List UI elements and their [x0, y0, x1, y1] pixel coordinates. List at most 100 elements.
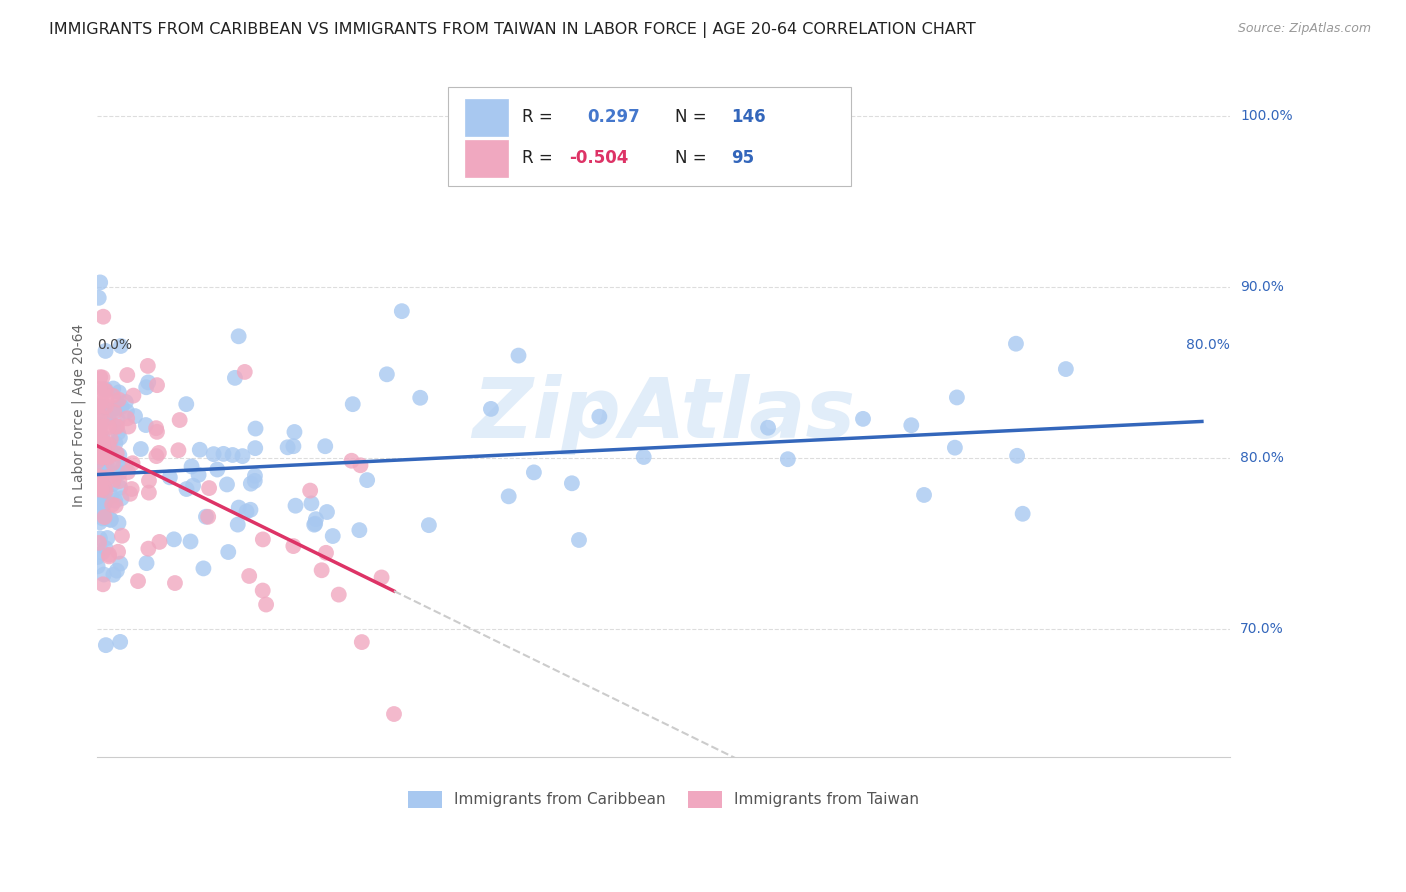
Point — [91, 310, 114, 324]
Point — [148, 446, 170, 460]
Point — [776, 452, 799, 467]
Point — [90, 496, 112, 510]
Point — [479, 401, 502, 416]
Point — [167, 443, 190, 458]
Point — [91, 370, 114, 384]
Point — [277, 440, 299, 454]
Point — [87, 469, 110, 483]
Point — [93, 497, 115, 511]
Point — [136, 376, 159, 390]
Point — [228, 500, 250, 515]
Point — [633, 450, 655, 464]
Point — [179, 534, 201, 549]
Point — [93, 510, 115, 524]
Point — [105, 564, 128, 578]
Point — [91, 450, 114, 465]
Point — [94, 638, 117, 652]
Point — [89, 429, 111, 443]
Point — [252, 533, 274, 547]
Point — [94, 382, 117, 396]
Point — [418, 518, 440, 533]
Point — [86, 455, 108, 469]
Point — [121, 456, 143, 470]
Point — [111, 460, 134, 475]
Point — [105, 467, 128, 481]
Legend: Immigrants from Caribbean, Immigrants from Taiwan: Immigrants from Caribbean, Immigrants fr… — [402, 784, 925, 814]
Point — [115, 411, 138, 425]
Point — [283, 439, 305, 453]
Point — [1005, 336, 1028, 351]
Point — [89, 382, 111, 396]
Point — [94, 400, 117, 414]
Point — [912, 488, 935, 502]
Point — [105, 419, 128, 434]
Point — [93, 419, 115, 434]
Point — [89, 483, 111, 498]
Point — [523, 466, 546, 480]
Point — [375, 368, 398, 382]
Point — [215, 477, 238, 491]
Point — [342, 397, 364, 411]
Point — [239, 502, 262, 516]
Point — [146, 425, 169, 439]
Point — [122, 389, 145, 403]
Point — [107, 401, 129, 415]
Point — [91, 429, 114, 443]
Point — [568, 533, 591, 547]
Point — [136, 359, 159, 373]
Point — [91, 401, 114, 415]
Point — [91, 500, 114, 515]
Point — [194, 509, 217, 524]
Point — [756, 420, 779, 434]
Point — [98, 548, 121, 562]
FancyBboxPatch shape — [449, 87, 851, 186]
Point — [89, 460, 111, 475]
Y-axis label: In Labor Force | Age 20-64: In Labor Force | Age 20-64 — [72, 323, 86, 507]
Point — [108, 474, 131, 488]
Point — [138, 485, 160, 500]
Point — [228, 329, 250, 343]
Point — [100, 442, 122, 456]
Text: 0.0%: 0.0% — [97, 338, 132, 351]
Point — [238, 569, 260, 583]
Point — [245, 441, 267, 455]
Point — [212, 447, 235, 461]
Point — [145, 421, 167, 435]
Point — [89, 459, 111, 474]
Point — [114, 460, 136, 475]
Point — [89, 532, 111, 546]
Point — [110, 400, 132, 414]
Point — [370, 570, 392, 584]
Point — [900, 418, 922, 433]
Point — [349, 523, 371, 537]
Point — [111, 529, 134, 543]
Point — [284, 499, 307, 513]
Point — [231, 449, 253, 463]
Text: 80.0%: 80.0% — [1187, 338, 1230, 351]
FancyBboxPatch shape — [465, 140, 508, 178]
Point — [110, 491, 132, 506]
Point — [90, 449, 112, 463]
Point — [94, 408, 117, 422]
Point — [304, 516, 326, 531]
Point — [87, 424, 110, 438]
Point — [87, 399, 110, 413]
Point — [508, 349, 530, 363]
Point — [91, 410, 114, 425]
Point — [89, 420, 111, 434]
Point — [197, 509, 219, 524]
Point — [91, 442, 114, 456]
Point — [943, 441, 966, 455]
Point — [138, 541, 160, 556]
Point — [91, 454, 114, 468]
Point — [1054, 362, 1077, 376]
Point — [1005, 449, 1028, 463]
Point — [90, 431, 112, 445]
Point — [104, 493, 127, 508]
Point — [311, 563, 333, 577]
Point — [135, 418, 157, 433]
Point — [299, 483, 322, 498]
Point — [93, 495, 115, 509]
Point — [100, 513, 122, 527]
Point — [561, 476, 583, 491]
